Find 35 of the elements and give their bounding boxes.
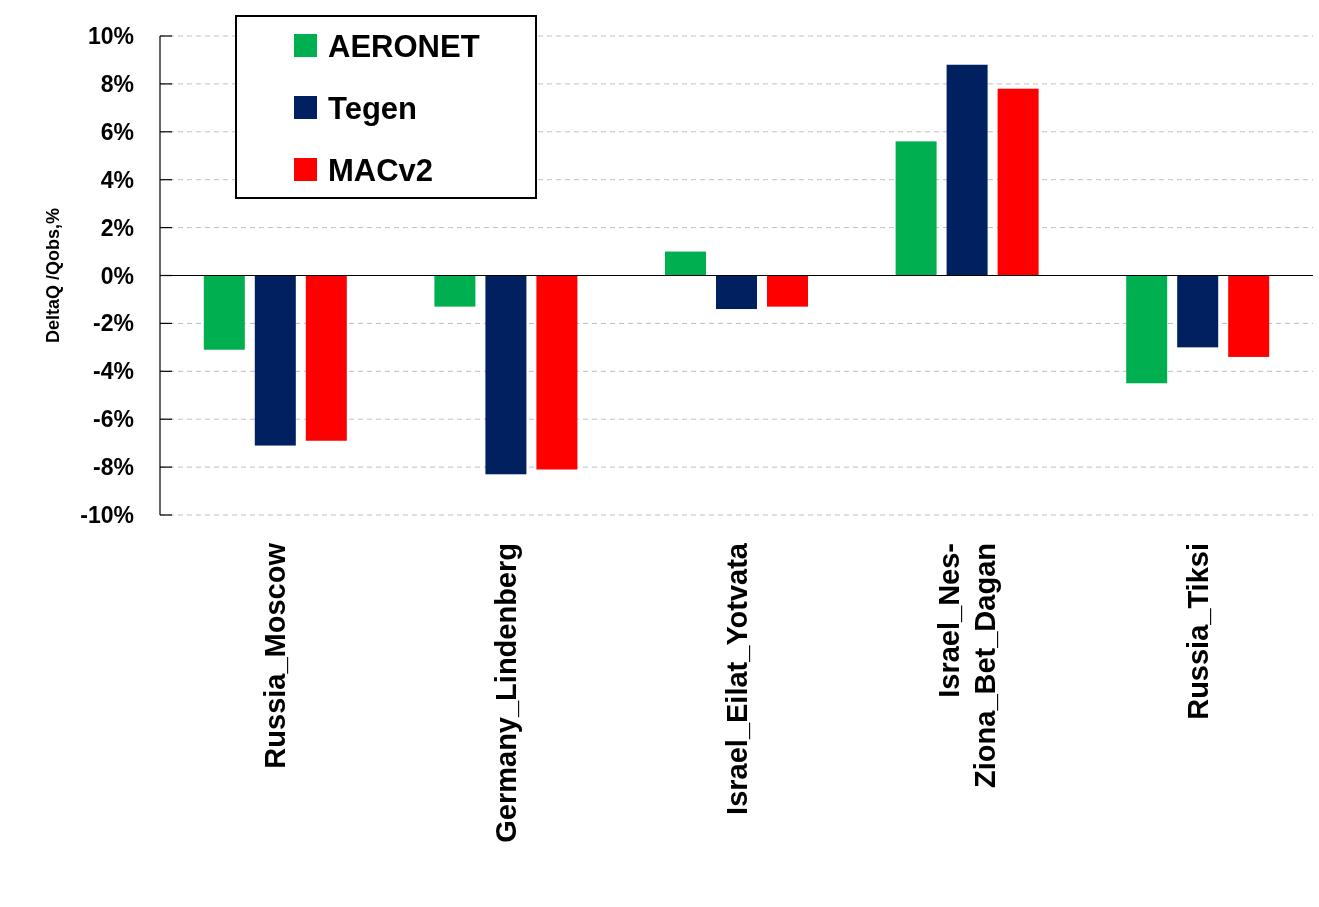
bar	[767, 275, 808, 307]
y-tick-label: 8%	[100, 70, 134, 97]
bar	[716, 275, 757, 310]
bar	[485, 275, 527, 475]
x-tick-label: Russia_Tiksi	[1181, 543, 1214, 720]
x-tick-label: Russia_Moscow	[259, 542, 292, 769]
bar	[203, 275, 245, 350]
bar	[946, 64, 988, 276]
bar	[254, 275, 296, 446]
bar	[1126, 275, 1168, 384]
x-tick-label: Germany_Lindenberg	[489, 543, 522, 843]
y-tick-label: 0%	[100, 262, 134, 289]
y-axis-title: DeltaQ /Qobs,%	[43, 207, 63, 344]
y-tick-label: -4%	[93, 358, 134, 385]
y-tick-label: 4%	[100, 166, 134, 193]
x-tick-label: Israel_Eilat_Yotvata	[720, 542, 753, 815]
y-tick-label: 10%	[87, 23, 134, 49]
bar	[1228, 275, 1270, 357]
bar	[997, 88, 1039, 276]
legend-label: MACv2	[328, 152, 434, 188]
y-tick-label: -10%	[80, 502, 134, 528]
bar	[895, 141, 937, 276]
legend-label: AERONET	[328, 28, 480, 64]
legend-label: Tegen	[328, 90, 417, 126]
y-tick-label: -8%	[93, 454, 134, 481]
bar	[665, 251, 706, 276]
bar	[434, 275, 476, 307]
y-tick-label: -6%	[93, 406, 134, 433]
bar	[1177, 275, 1219, 348]
bar	[305, 275, 347, 441]
bar	[536, 275, 578, 470]
y-tick-label: -2%	[93, 310, 134, 337]
y-tick-label: 6%	[100, 118, 134, 145]
x-tick-label: Israel_Nes-Ziona_Bet_Dagan	[933, 543, 1002, 788]
y-tick-label: 2%	[100, 214, 134, 241]
